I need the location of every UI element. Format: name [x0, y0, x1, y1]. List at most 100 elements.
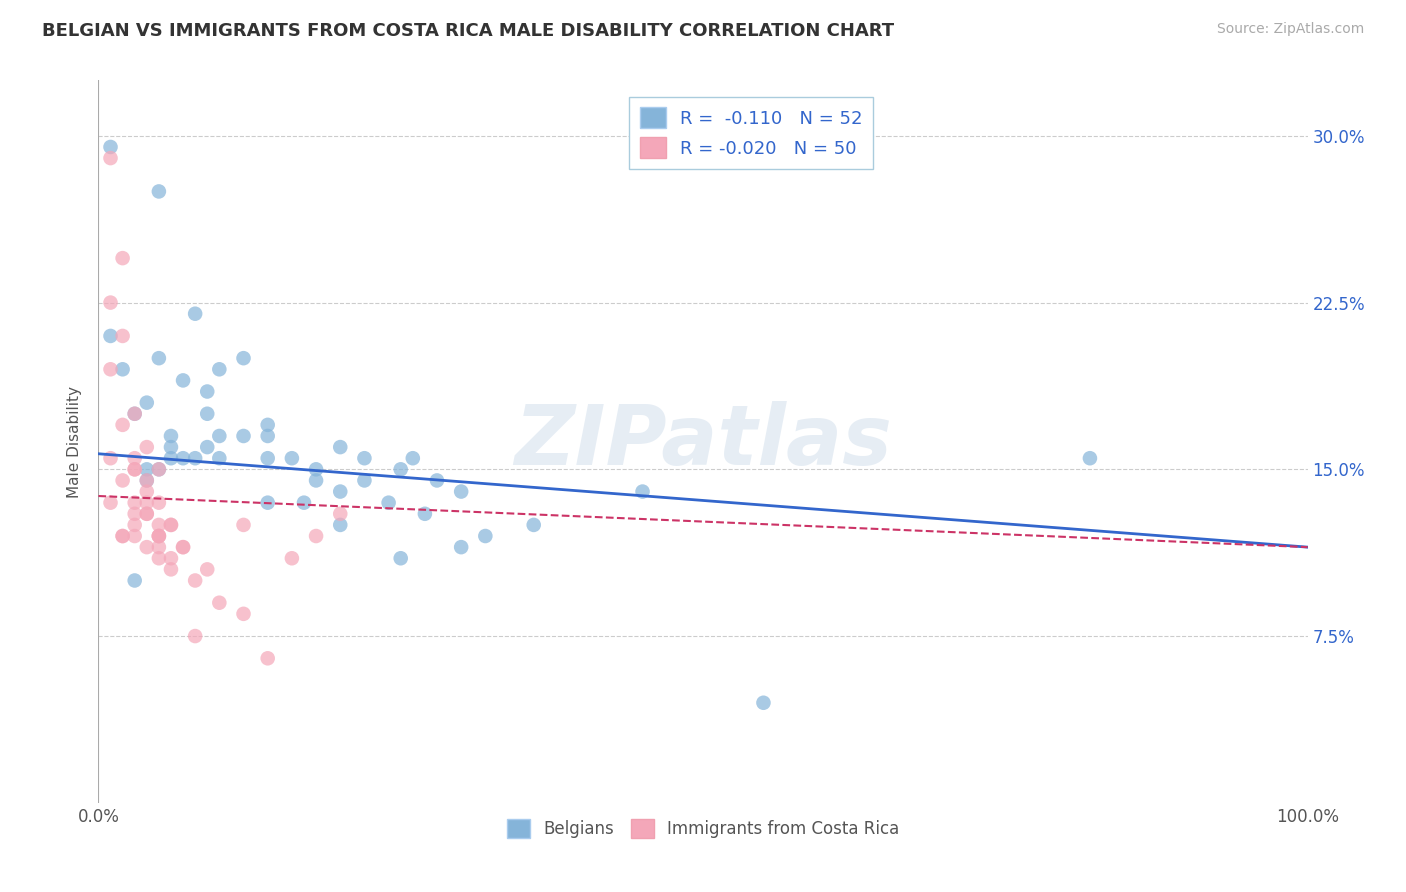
Point — [292, 496, 315, 510]
Point — [100, 151, 122, 165]
Point — [523, 517, 546, 532]
Point — [208, 451, 231, 466]
Point — [148, 462, 170, 476]
Point — [124, 496, 146, 510]
Point — [329, 484, 352, 499]
Text: ZIPatlas: ZIPatlas — [515, 401, 891, 482]
Point — [148, 462, 170, 476]
Point — [281, 451, 304, 466]
Point — [160, 429, 183, 443]
Point — [329, 517, 352, 532]
Point — [135, 484, 157, 499]
Point — [305, 474, 328, 488]
Point — [124, 407, 146, 421]
Point — [631, 484, 654, 499]
Point — [148, 529, 170, 543]
Point — [426, 474, 449, 488]
Point — [172, 540, 194, 554]
Point — [100, 496, 122, 510]
Point — [377, 496, 399, 510]
Point — [208, 362, 231, 376]
Point — [353, 474, 375, 488]
Point — [256, 496, 278, 510]
Point — [111, 529, 134, 543]
Point — [329, 440, 352, 454]
Text: Source: ZipAtlas.com: Source: ZipAtlas.com — [1216, 22, 1364, 37]
Point — [184, 629, 207, 643]
Point — [329, 507, 352, 521]
Point — [135, 496, 157, 510]
Y-axis label: Male Disability: Male Disability — [67, 385, 83, 498]
Point — [111, 529, 134, 543]
Point — [148, 551, 170, 566]
Point — [148, 351, 170, 366]
Legend: Belgians, Immigrants from Costa Rica: Belgians, Immigrants from Costa Rica — [501, 813, 905, 845]
Point — [195, 384, 218, 399]
Point — [148, 529, 170, 543]
Point — [160, 451, 183, 466]
Point — [160, 440, 183, 454]
Point — [100, 140, 122, 154]
Point — [195, 440, 218, 454]
Point — [111, 417, 134, 432]
Point — [232, 351, 254, 366]
Point — [353, 451, 375, 466]
Point — [111, 251, 134, 265]
Point — [135, 395, 157, 409]
Point — [160, 517, 183, 532]
Point — [256, 451, 278, 466]
Point — [305, 529, 328, 543]
Point — [135, 440, 157, 454]
Point — [195, 407, 218, 421]
Point — [389, 551, 412, 566]
Point — [148, 185, 170, 199]
Point — [148, 496, 170, 510]
Point — [184, 451, 207, 466]
Point — [389, 462, 412, 476]
Point — [402, 451, 425, 466]
Point — [256, 651, 278, 665]
Point — [100, 329, 122, 343]
Point — [124, 574, 146, 588]
Point — [450, 484, 472, 499]
Point — [172, 540, 194, 554]
Point — [100, 451, 122, 466]
Point — [195, 562, 218, 576]
Point — [184, 307, 207, 321]
Point — [135, 474, 157, 488]
Point — [184, 574, 207, 588]
Point — [281, 551, 304, 566]
Point — [124, 529, 146, 543]
Point — [135, 474, 157, 488]
Point — [160, 562, 183, 576]
Point — [100, 362, 122, 376]
Point — [135, 462, 157, 476]
Point — [474, 529, 496, 543]
Point — [752, 696, 775, 710]
Point — [232, 429, 254, 443]
Point — [148, 540, 170, 554]
Point — [124, 507, 146, 521]
Point — [124, 462, 146, 476]
Point — [160, 517, 183, 532]
Point — [135, 540, 157, 554]
Point — [232, 607, 254, 621]
Point — [124, 517, 146, 532]
Point — [208, 596, 231, 610]
Point — [256, 417, 278, 432]
Point — [100, 295, 122, 310]
Point — [124, 462, 146, 476]
Point — [256, 429, 278, 443]
Point — [135, 507, 157, 521]
Point — [111, 474, 134, 488]
Point — [305, 462, 328, 476]
Point — [208, 429, 231, 443]
Point — [450, 540, 472, 554]
Point — [1078, 451, 1101, 466]
Text: BELGIAN VS IMMIGRANTS FROM COSTA RICA MALE DISABILITY CORRELATION CHART: BELGIAN VS IMMIGRANTS FROM COSTA RICA MA… — [42, 22, 894, 40]
Point — [124, 451, 146, 466]
Point — [135, 507, 157, 521]
Point — [413, 507, 436, 521]
Point — [172, 451, 194, 466]
Point — [232, 517, 254, 532]
